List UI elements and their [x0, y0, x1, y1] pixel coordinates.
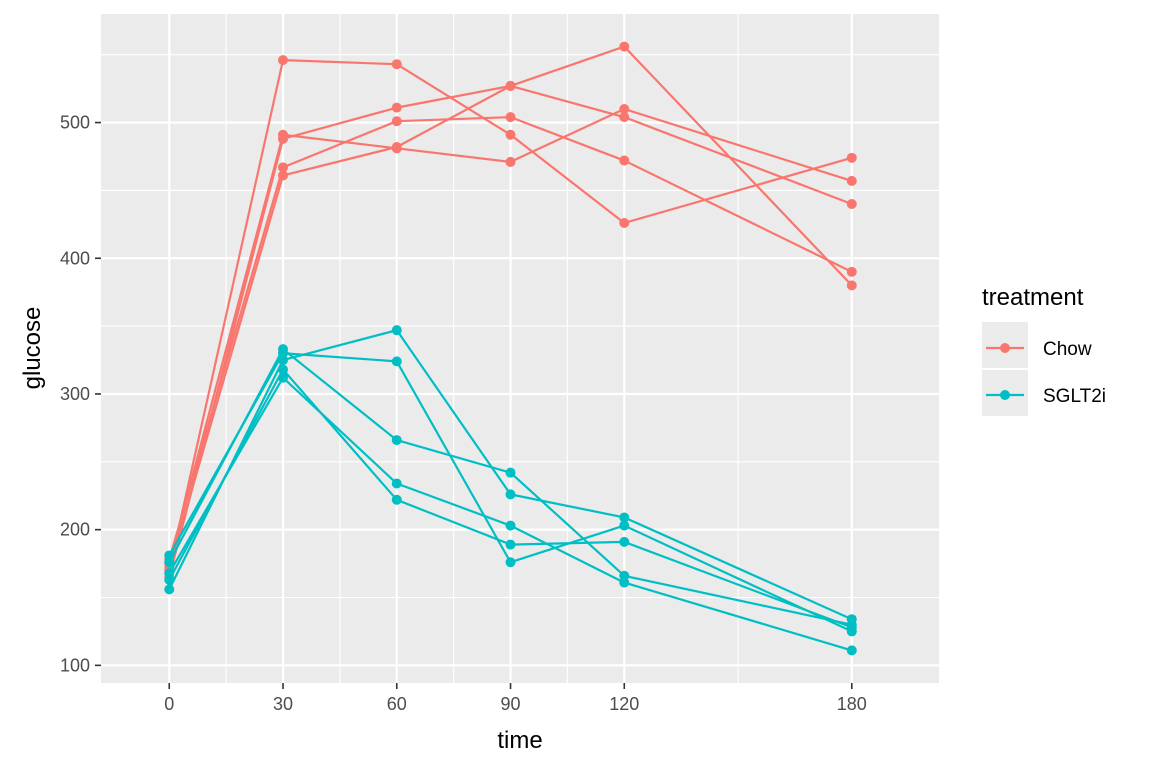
data-point-sglt2i	[619, 520, 630, 531]
data-point-sglt2i	[505, 557, 516, 568]
legend-key-point-sglt2i	[1000, 390, 1010, 400]
plot-panel	[101, 14, 939, 683]
y-tick-label: 400	[60, 248, 90, 268]
data-point-chow	[505, 80, 516, 91]
data-point-sglt2i	[505, 489, 516, 500]
data-point-chow	[846, 175, 857, 186]
data-point-sglt2i	[505, 520, 516, 531]
data-point-sglt2i	[391, 494, 402, 505]
x-tick-label: 30	[273, 694, 293, 714]
data-point-chow	[619, 41, 630, 52]
series-line-chow	[168, 84, 853, 568]
y-tick-label: 300	[60, 384, 90, 404]
data-point-chow	[846, 152, 857, 163]
data-point-sglt2i	[278, 355, 289, 366]
legend: treatment Chow SGLT2i	[982, 284, 1106, 416]
data-point-chow	[278, 129, 289, 140]
series-line-chow	[168, 45, 853, 578]
data-point-chow	[505, 156, 516, 167]
y-tick-label: 200	[60, 520, 90, 540]
x-tick-label: 180	[837, 694, 867, 714]
x-tick-label: 60	[387, 694, 407, 714]
series-layer	[164, 41, 857, 656]
data-point-sglt2i	[391, 478, 402, 489]
data-point-chow	[846, 198, 857, 209]
data-point-chow	[619, 217, 630, 228]
legend-title: treatment	[982, 284, 1084, 311]
data-point-chow	[505, 129, 516, 140]
data-point-sglt2i	[278, 344, 289, 355]
data-point-chow	[278, 162, 289, 173]
legend-key-point-chow	[1000, 343, 1010, 353]
data-point-chow	[278, 55, 289, 66]
data-point-sglt2i	[278, 364, 289, 375]
x-tick-label: 90	[501, 694, 521, 714]
data-point-chow	[619, 103, 630, 114]
data-point-sglt2i	[505, 467, 516, 478]
data-point-sglt2i	[391, 356, 402, 367]
series-line-sglt2i	[168, 348, 853, 626]
data-point-sglt2i	[391, 435, 402, 446]
data-point-sglt2i	[846, 614, 857, 625]
data-point-chow	[391, 102, 402, 113]
series-line-sglt2i	[168, 329, 853, 621]
data-point-chow	[391, 141, 402, 152]
data-point-chow	[505, 112, 516, 123]
series-line-chow	[168, 107, 853, 564]
series-sglt2i-10	[164, 364, 857, 633]
data-point-chow	[278, 170, 289, 181]
y-axis-title: glucose	[19, 307, 46, 390]
x-axis: 0 30 60 90 120 180	[164, 683, 867, 714]
data-point-chow	[619, 155, 630, 166]
series-chow-4	[164, 112, 857, 565]
data-point-sglt2i	[391, 325, 402, 336]
data-point-sglt2i	[846, 622, 857, 633]
series-line-chow	[168, 59, 853, 571]
y-axis: 100 200 300 400 500	[60, 113, 101, 675]
data-point-sglt2i	[164, 574, 175, 585]
series-line-chow	[168, 116, 853, 560]
series-line-sglt2i	[168, 376, 853, 652]
data-point-sglt2i	[505, 539, 516, 550]
legend-label-chow: Chow	[1043, 339, 1092, 360]
data-point-sglt2i	[164, 584, 175, 595]
legend-label-sglt2i: SGLT2i	[1043, 386, 1106, 407]
data-point-chow	[391, 59, 402, 70]
x-tick-label: 120	[609, 694, 639, 714]
y-tick-label: 500	[60, 113, 90, 133]
x-tick-label: 0	[164, 694, 174, 714]
data-point-sglt2i	[619, 577, 630, 588]
data-point-sglt2i	[846, 645, 857, 656]
series-sglt2i-9	[164, 325, 857, 625]
x-axis-title: time	[497, 727, 542, 754]
series-line-sglt2i	[168, 368, 853, 629]
data-point-sglt2i	[619, 536, 630, 547]
data-point-chow	[846, 280, 857, 291]
grid-minor	[101, 14, 939, 683]
y-tick-label: 100	[60, 655, 90, 675]
data-point-sglt2i	[619, 512, 630, 523]
data-point-chow	[846, 266, 857, 277]
data-point-chow	[619, 112, 630, 123]
data-point-sglt2i	[164, 557, 175, 568]
data-point-chow	[391, 116, 402, 127]
